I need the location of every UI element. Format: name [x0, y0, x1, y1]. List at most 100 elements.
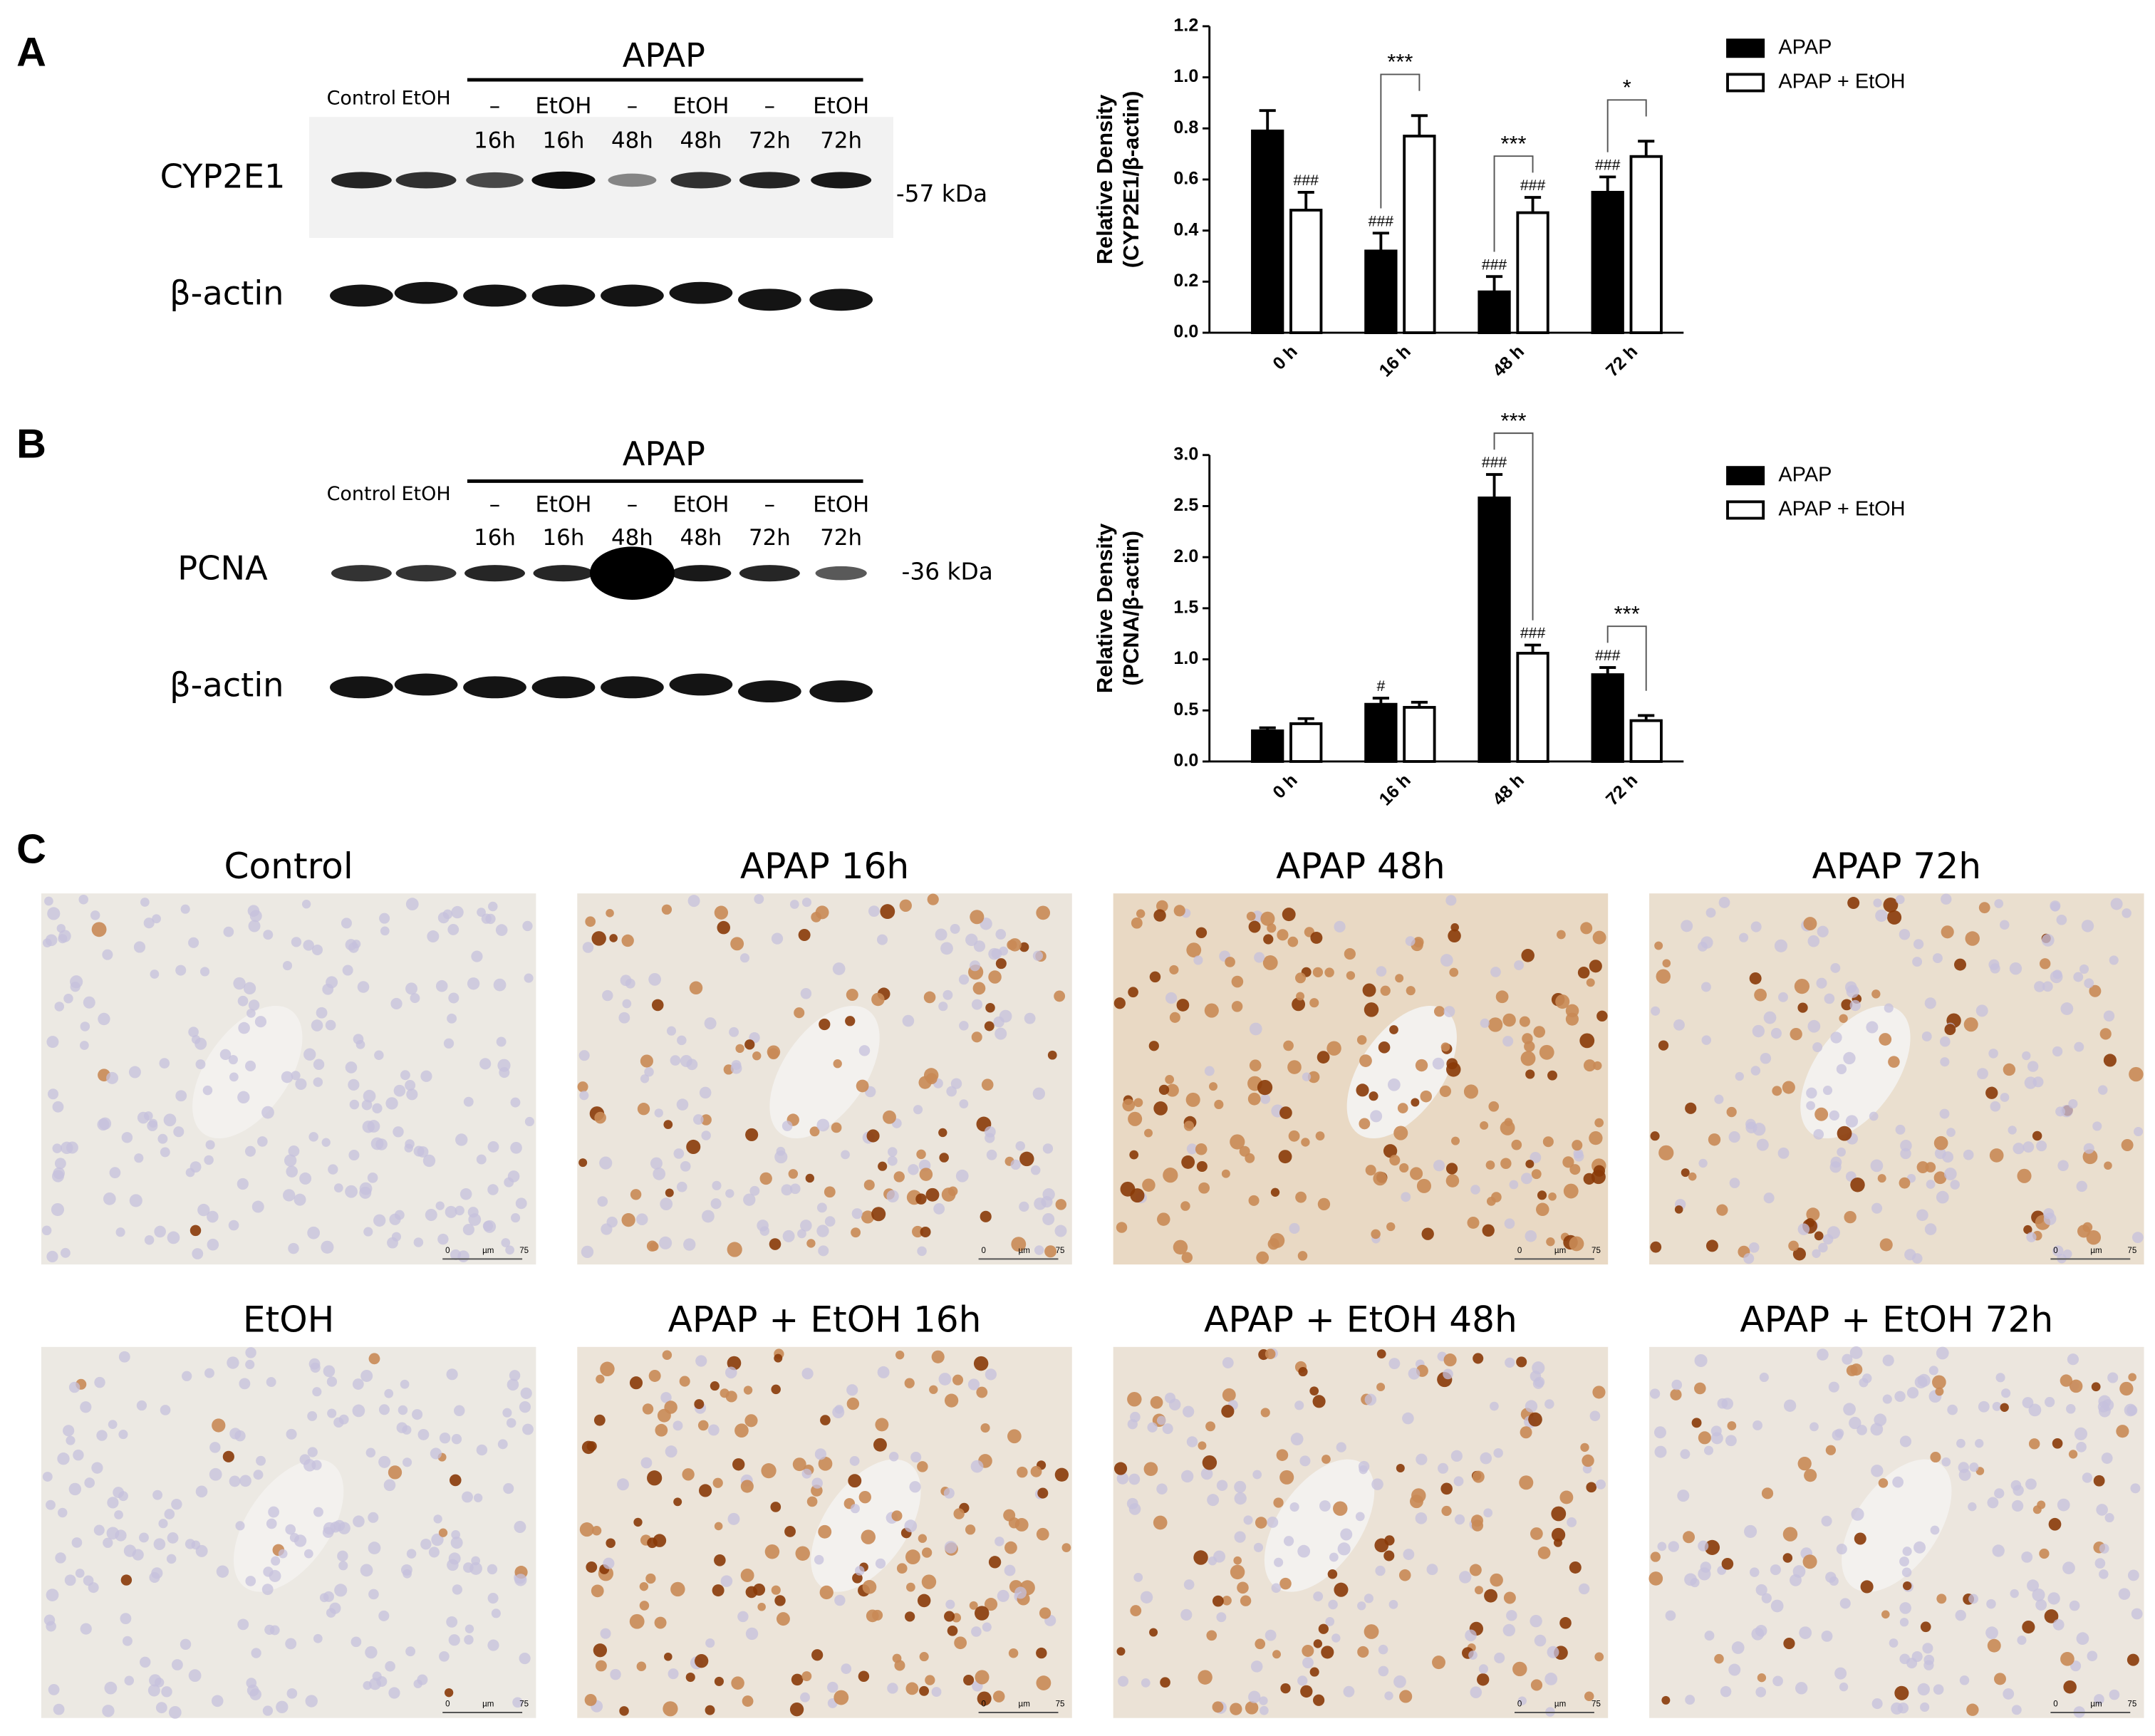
nucleus [70, 982, 81, 992]
nucleus [743, 1193, 756, 1206]
nucleus [875, 1558, 886, 1569]
nucleus [1772, 1675, 1783, 1687]
nucleus [1926, 1180, 1936, 1189]
nucleus [353, 1515, 365, 1528]
nucleus [973, 1356, 989, 1371]
nucleus [1248, 1195, 1260, 1206]
nucleus [1662, 959, 1671, 968]
nucleus [114, 1510, 123, 1519]
nucleus [1882, 1354, 1894, 1366]
nucleus [1530, 1527, 1543, 1540]
nucleus [1214, 1099, 1224, 1110]
nucleus [806, 1496, 818, 1507]
nucleus [1378, 1665, 1389, 1677]
nucleus [514, 1521, 526, 1533]
nucleus [75, 1569, 85, 1578]
nucleus [2074, 1427, 2088, 1440]
lane-label: EtOH [673, 93, 729, 119]
nucleus [797, 1229, 806, 1239]
nucleus [938, 1002, 948, 1012]
nucleus [1472, 1470, 1485, 1483]
nucleus [1839, 1682, 1849, 1692]
nucleus [253, 1470, 264, 1480]
nucleus [640, 1054, 653, 1068]
nucleus [764, 1544, 780, 1559]
nucleus [699, 1086, 712, 1099]
nucleus [639, 1582, 649, 1591]
nucleus [1728, 1663, 1741, 1676]
nucleus [1716, 1204, 1728, 1216]
nucleus [963, 1674, 975, 1686]
nucleus [321, 1138, 331, 1147]
scale-label: 0 [1517, 1247, 1522, 1255]
nucleus [2003, 1063, 2016, 1076]
nucleus [704, 1017, 717, 1030]
nucleus [496, 1036, 507, 1047]
nucleus [137, 1111, 150, 1124]
nucleus [303, 1549, 313, 1559]
nucleus [2133, 1126, 2144, 1137]
nucleus [189, 1225, 202, 1237]
nucleus [1041, 1195, 1053, 1208]
nucleus [1677, 1490, 1690, 1502]
nucleus [373, 1214, 386, 1227]
nucleus [313, 1633, 323, 1643]
nucleus [814, 1448, 827, 1460]
y-tick-label: 0.8 [1173, 118, 1198, 137]
nucleus [662, 1350, 673, 1360]
nucleus [173, 1126, 185, 1138]
nucleus [739, 953, 750, 963]
nucleus [1710, 1425, 1722, 1437]
nucleus [1665, 1610, 1676, 1621]
nucleus [1850, 1177, 1865, 1192]
nucleus [2035, 1599, 2047, 1611]
nucleus [1169, 1012, 1180, 1023]
nucleus [338, 1561, 348, 1571]
nucleus [1212, 1701, 1224, 1713]
nucleus [462, 1491, 473, 1503]
nucleus [1873, 898, 1882, 908]
nucleus [285, 1638, 297, 1650]
nucleus [921, 1547, 933, 1558]
nucleus [58, 930, 71, 942]
nucleus [596, 1374, 605, 1384]
nucleus [1569, 1164, 1581, 1175]
nucleus [1044, 1245, 1057, 1258]
nucleus [727, 1356, 742, 1371]
nucleus [1156, 1415, 1166, 1425]
nucleus [1289, 1222, 1300, 1234]
nucleus [129, 1194, 142, 1207]
nucleus [599, 1156, 613, 1170]
nucleus [1283, 1536, 1294, 1547]
nucleus [1208, 1556, 1217, 1566]
nucleus [1966, 1703, 1979, 1716]
nucleus [237, 995, 249, 1007]
nucleus [2129, 1066, 2144, 1082]
nucleus [451, 1530, 461, 1539]
nucleus [1295, 1191, 1307, 1203]
nucleus [1661, 1695, 1671, 1705]
lane-label: – [627, 93, 638, 119]
nucleus [938, 1373, 952, 1386]
nucleus [1708, 1133, 1721, 1146]
nucleus [2000, 1093, 2010, 1102]
nucleus [1209, 1082, 1217, 1091]
nucleus [1866, 1021, 1879, 1034]
nucleus [2110, 898, 2123, 910]
nucleus [1230, 1564, 1245, 1580]
nucleus [464, 1635, 474, 1645]
nucleus [370, 1137, 384, 1150]
protein-band [608, 173, 657, 187]
nucleus [1674, 1205, 1683, 1214]
nucleus [1270, 1187, 1280, 1197]
nucleus [798, 929, 811, 941]
nucleus [1525, 1230, 1537, 1242]
comparison-bracket [1493, 155, 1534, 252]
nucleus [950, 923, 960, 934]
nucleus [1520, 1051, 1536, 1066]
nucleus [229, 1428, 242, 1440]
nucleus [774, 1595, 786, 1606]
bar [1591, 190, 1624, 335]
nucleus [1439, 1085, 1452, 1097]
nucleus [984, 1021, 995, 1031]
